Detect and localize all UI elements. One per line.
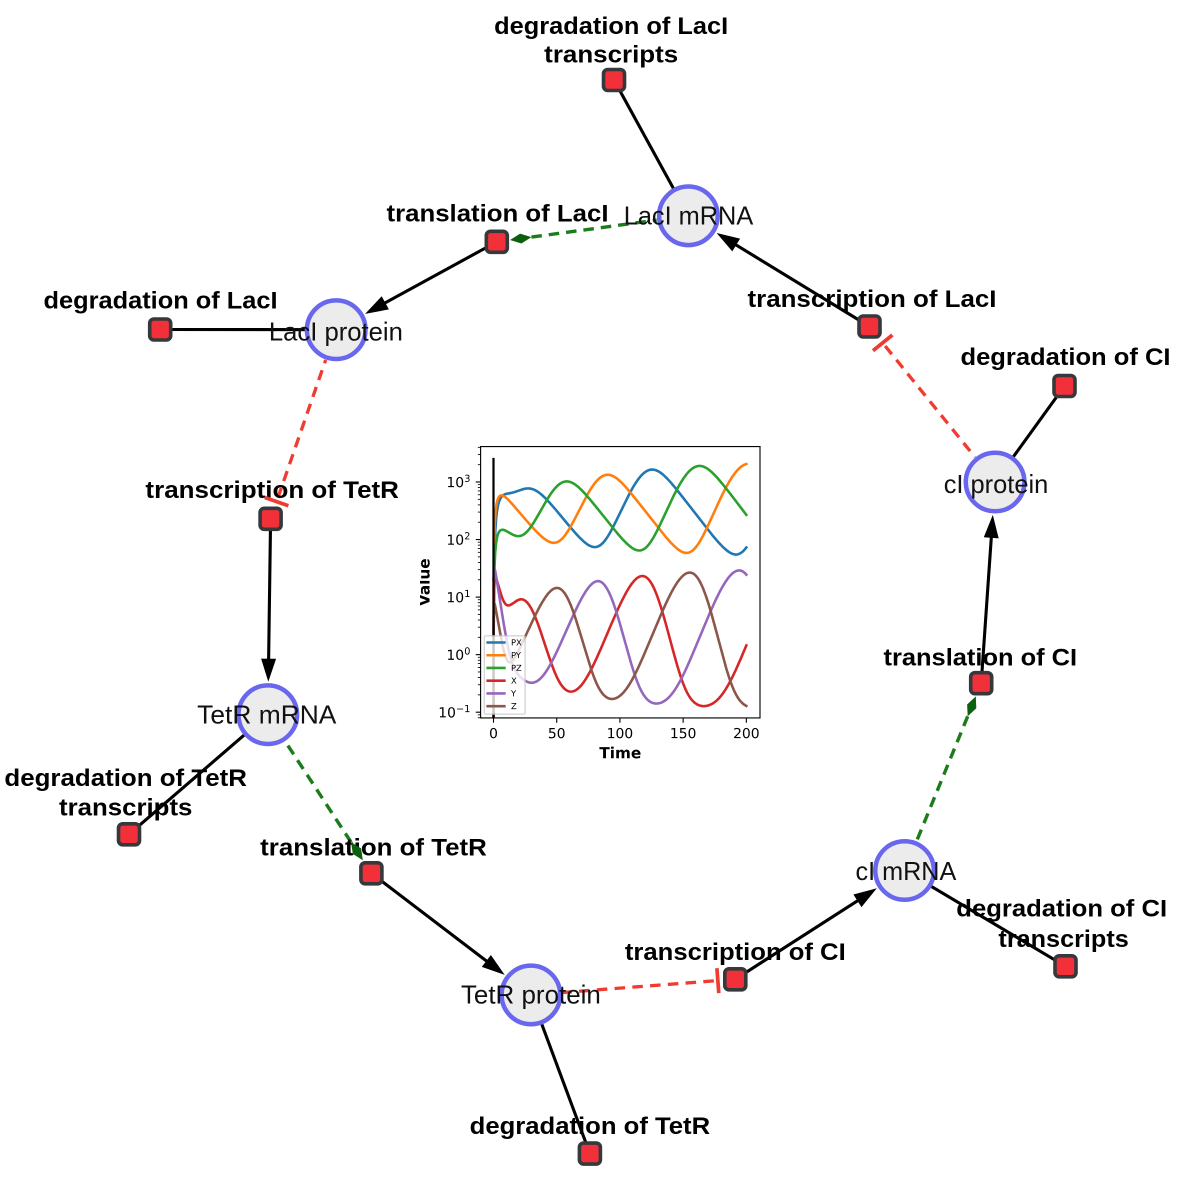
svg-text:transcription of CI: transcription of CI	[625, 939, 846, 966]
svg-text:translation of LacI: translation of LacI	[387, 201, 609, 228]
svg-text:degradation of TetR: degradation of TetR	[470, 1113, 711, 1140]
svg-text:transcription of LacI: transcription of LacI	[748, 286, 997, 313]
svg-text:degradation of LacI: degradation of LacI	[44, 287, 278, 314]
svg-text:transcripts: transcripts	[59, 795, 192, 822]
svg-text:transcripts: transcripts	[544, 41, 678, 68]
svg-text:cI protein: cI protein	[944, 469, 1049, 499]
svg-text:degradation of CI: degradation of CI	[956, 896, 1167, 923]
svg-text:degradation of TetR: degradation of TetR	[4, 765, 247, 792]
svg-text:translation of TetR: translation of TetR	[260, 834, 487, 861]
svg-text:transcripts: transcripts	[998, 926, 1128, 953]
svg-text:LacI mRNA: LacI mRNA	[624, 200, 754, 230]
svg-text:TetR mRNA: TetR mRNA	[197, 699, 337, 729]
svg-text:degradation of LacI: degradation of LacI	[494, 13, 728, 40]
svg-text:translation of CI: translation of CI	[884, 644, 1078, 671]
svg-text:LacI protein: LacI protein	[269, 317, 403, 347]
svg-text:TetR protein: TetR protein	[461, 979, 601, 1009]
svg-text:cI mRNA: cI mRNA	[856, 856, 957, 886]
svg-text:degradation of CI: degradation of CI	[961, 344, 1171, 371]
